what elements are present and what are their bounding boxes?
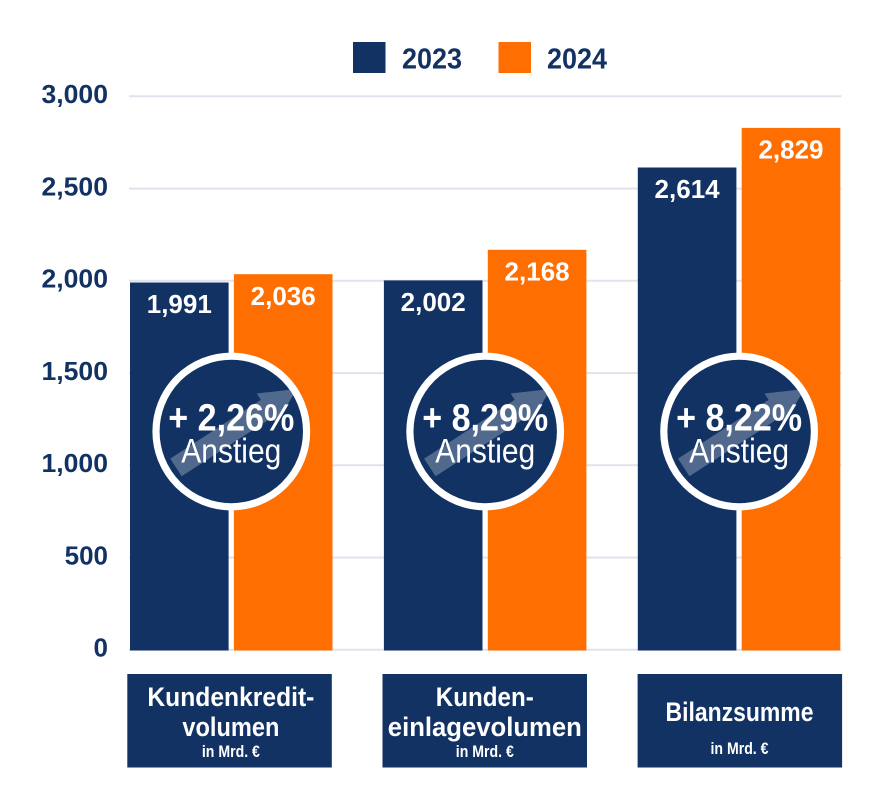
- svg-text:volumen: volumen: [182, 712, 279, 742]
- svg-text:2,002: 2,002: [401, 287, 466, 317]
- svg-text:+ 8,22%: + 8,22%: [676, 398, 802, 440]
- svg-text:Kunden-: Kunden-: [436, 682, 534, 712]
- svg-text:einlagevolumen: einlagevolumen: [388, 712, 582, 742]
- svg-text:0: 0: [94, 633, 108, 663]
- svg-text:2,829: 2,829: [758, 135, 823, 165]
- svg-text:+ 8,29%: + 8,29%: [422, 398, 548, 440]
- svg-text:+ 2,26%: + 2,26%: [168, 398, 294, 440]
- svg-text:2023: 2023: [402, 44, 462, 76]
- svg-text:Anstieg: Anstieg: [435, 433, 535, 471]
- svg-text:3,000: 3,000: [42, 79, 109, 109]
- svg-text:1,500: 1,500: [42, 356, 109, 386]
- svg-text:Anstieg: Anstieg: [181, 433, 281, 471]
- svg-text:1,991: 1,991: [147, 289, 212, 319]
- svg-text:Kundenkredit-: Kundenkredit-: [147, 682, 314, 712]
- svg-text:2,168: 2,168: [505, 257, 570, 287]
- svg-text:in Mrd. €: in Mrd. €: [202, 742, 260, 761]
- svg-text:in Mrd. €: in Mrd. €: [456, 742, 514, 761]
- svg-text:2,614: 2,614: [655, 174, 721, 204]
- svg-text:2,500: 2,500: [42, 171, 109, 201]
- svg-text:in Mrd. €: in Mrd. €: [711, 739, 769, 758]
- svg-text:Bilanzsumme: Bilanzsumme: [666, 697, 814, 727]
- svg-text:2024: 2024: [547, 44, 607, 76]
- svg-text:2,000: 2,000: [42, 264, 109, 294]
- svg-text:2,036: 2,036: [251, 281, 316, 311]
- svg-text:500: 500: [65, 540, 108, 570]
- svg-text:1,000: 1,000: [42, 448, 109, 478]
- svg-text:Anstieg: Anstieg: [689, 433, 789, 471]
